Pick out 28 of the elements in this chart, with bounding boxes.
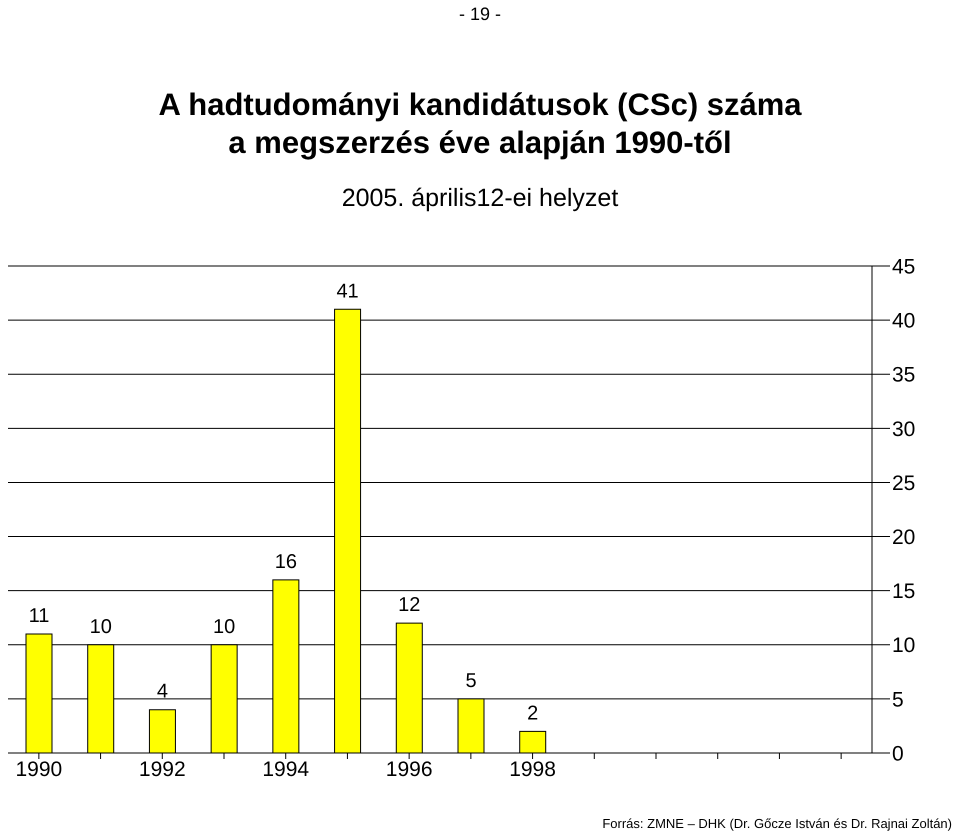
data-label: 4 [156,680,168,703]
data-label: 2 [527,702,538,724]
y-tick-label: 30 [892,418,916,441]
x-tick-label: 1992 [138,758,186,781]
text: Forrás: ZMNE – DHK (Dr. Gőcze István és Dr. Rajnai Zoltán) [602,816,952,831]
y-tick-label: 45 [892,255,916,278]
data-label: 41 [336,280,359,302]
chart-subtitle: 2005. április12-ei helyzet [340,184,620,213]
y-tick-label: 35 [892,364,916,387]
data-label: 5 [465,670,477,692]
y-tick-label: 15 [892,580,916,604]
y-tick-label: 25 [892,472,916,495]
y-tick-label: 0 [892,742,904,766]
data-label: 11 [28,604,50,627]
y-tick-label: 5 [892,688,904,712]
y-tick-label: 10 [892,634,916,658]
chart-title: A hadtudományi kandidátusok (CSc) száma a megszerzés éve alapján 1990-től [157,86,803,162]
data-label: 12 [398,594,420,616]
y-tick-label: 40 [892,310,916,333]
x-tick-label: 1998 [509,758,556,781]
x-tick-label: 1990 [16,758,62,781]
y-tick-label: 20 [892,526,916,550]
data-label: 10 [213,616,236,638]
data-label: 16 [274,550,297,573]
text: - 19 - [458,4,502,25]
data-label: 10 [90,616,112,638]
x-tick-label: 1996 [386,758,432,781]
x-tick-label: 1994 [262,758,310,781]
